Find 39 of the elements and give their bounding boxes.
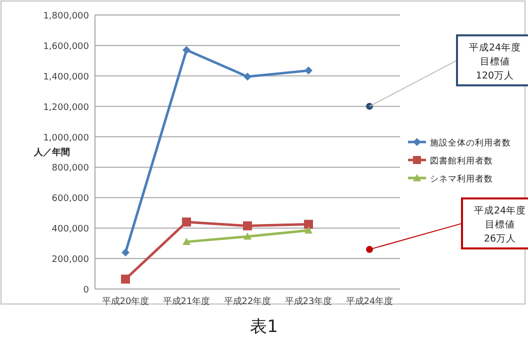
x-tick-label: 平成21年度	[162, 296, 210, 307]
point	[366, 246, 373, 253]
y-tick-label: 800,000	[52, 164, 90, 174]
x-tick-label: 平成24年度	[346, 296, 394, 307]
text: 26万人	[484, 233, 516, 244]
text: 目標値	[480, 55, 510, 68]
point	[244, 72, 252, 81]
point	[304, 220, 313, 229]
x-tick-label: 平成23年度	[284, 296, 332, 307]
y-tick-label: 1,400,000	[43, 72, 90, 82]
point	[182, 218, 191, 227]
x-tick-label: 平成22年度	[224, 296, 272, 307]
y-tick-label: 1,800,000	[43, 12, 90, 22]
point	[121, 274, 130, 284]
text: 目標値	[485, 218, 515, 230]
point	[304, 66, 312, 75]
point	[182, 238, 190, 246]
legend-label: 施設全体の利用者数	[430, 138, 511, 148]
text: 平成24年度	[468, 41, 522, 54]
point	[244, 232, 252, 240]
legend-label: シネマ利用者数	[430, 174, 493, 184]
y-tick-label: 1,000,000	[43, 133, 90, 144]
text: 平成24年度	[474, 204, 526, 216]
point	[182, 46, 190, 54]
y-tick-label: 400,000	[52, 224, 90, 235]
point	[366, 102, 373, 110]
point	[243, 221, 252, 230]
y-tick-label: 1,200,000	[43, 102, 90, 113]
x-tick-label: 平成20年度	[102, 296, 150, 307]
y-axis-title: 人／年間	[33, 147, 70, 158]
y-tick-label: 200,000	[52, 255, 90, 266]
text: 120万人	[476, 70, 514, 82]
text: 表1	[250, 317, 278, 337]
point	[304, 226, 312, 234]
point	[122, 248, 130, 256]
legend-label: 図書館利用者数	[430, 156, 493, 166]
y-tick-label: 1,600,000	[43, 42, 90, 52]
y-tick-label: 600,000	[52, 194, 90, 204]
y-tick-label: 0	[83, 286, 90, 296]
